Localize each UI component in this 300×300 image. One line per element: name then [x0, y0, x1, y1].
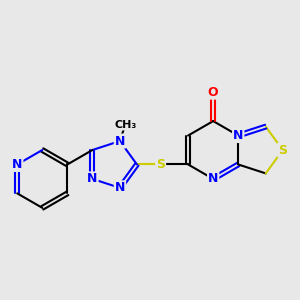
Text: N: N [208, 172, 218, 185]
Text: N: N [115, 135, 125, 148]
Text: O: O [208, 85, 218, 99]
Text: N: N [87, 172, 98, 185]
Text: S: S [156, 158, 165, 171]
Text: N: N [115, 182, 125, 194]
Text: CH₃: CH₃ [114, 120, 136, 130]
Text: N: N [233, 129, 243, 142]
Text: S: S [278, 143, 287, 157]
Text: N: N [12, 158, 22, 171]
